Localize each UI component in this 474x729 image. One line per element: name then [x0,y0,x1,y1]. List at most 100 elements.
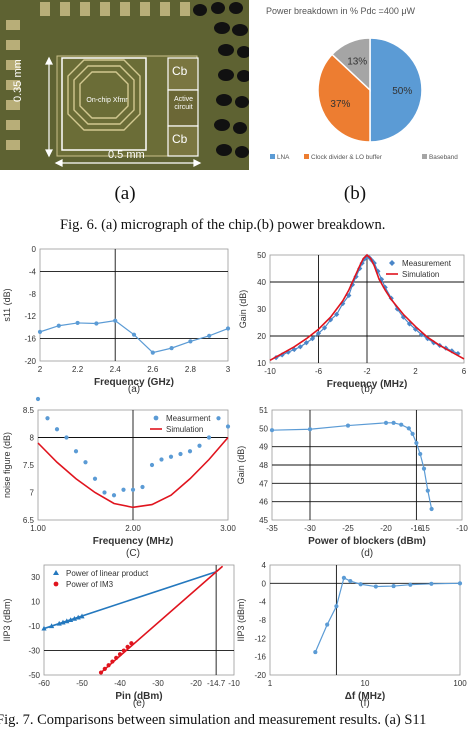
point-f-0-7 [391,583,396,589]
point-c-0-5 [83,460,88,465]
xtick-e-0: -60 [38,679,50,688]
ytick-a-1: -4 [29,267,37,276]
point-e-0-1 [49,623,55,629]
xtick-f-2: 100 [453,679,467,688]
point-b-0-10 [334,311,340,317]
legend-key-e-0 [53,570,59,575]
legend-key-e-1 [53,581,59,587]
ytick-b-1: 40 [257,278,266,287]
xtick-d-0: -35 [266,524,278,533]
series-line-f-0 [314,576,461,653]
ytick-b-0: 50 [257,251,266,260]
point-c-0-8 [111,493,117,498]
xtick-b-1: -6 [315,367,323,376]
point-e-0-6 [71,615,77,621]
legend-label-b-1: Simulation [402,270,439,279]
ytick-f-0: 4 [262,561,267,570]
point-c-0-20 [225,424,231,429]
ytick-f-3: -8 [259,616,267,625]
xtick-e-2: -40 [114,679,126,688]
point-b-0-7 [315,330,322,336]
xtick-f-0: 1 [268,679,273,688]
ytick-d-3: 48 [259,461,268,470]
ytick-a-3: -12 [24,312,36,321]
point-a-0-0 [37,329,43,334]
xtick-d-4: -16 [411,524,423,533]
ytick-f-1: 0 [262,579,267,588]
pie-chart: 50% 37% 13% LNA Clock divider & LO buffer Ba… [270,37,458,161]
point-b-0-23 [378,276,385,282]
xtick-e-6: -10 [228,679,240,688]
xtick-e-3: -30 [152,679,164,688]
point-e-1-3 [110,659,115,664]
legend-label-e-1: Power of IM3 [66,580,114,589]
chart-b: -10 -6 -2 2 6 50 40 30 20 10 Frequency (MHz) Gain (… [238,251,467,395]
point-d-0-4 [391,420,396,425]
legend-label-c-0: Measurment [166,414,211,423]
panel-letter-a: (a) [114,183,136,204]
point-a-0-1 [56,323,61,328]
point-e-1-7 [125,644,130,649]
ytick-c-2: 7.5 [23,461,35,470]
xtick-e-5: -14.7 [207,679,226,688]
point-b-0-14 [353,274,359,280]
figure6-caption: Fig. 6. (a) micrograph of the chip.(b) p… [60,217,386,233]
ytick-d-4: 47 [259,479,268,488]
series-line-b-1 [269,253,465,361]
point-c-0-7 [102,490,107,495]
point-a-0-6 [150,350,155,355]
pie-slice-1 [317,53,371,143]
xtick-a-2: 2.4 [110,365,122,374]
point-d-0-8 [414,440,419,446]
ytick-e-0: 30 [31,573,40,582]
point-c-0-2 [54,427,60,432]
series-line-d-0 [271,422,433,510]
ytick-c-1: 7 [30,489,35,498]
point-e-0-3 [60,619,66,625]
fit-line-e-1 [100,565,224,674]
xtick-f-1: 10 [361,679,370,688]
point-e-1-2 [106,663,111,668]
ytick-e-1: 10 [31,598,40,607]
legend-label-b-0: Measurement [402,259,452,268]
point-c-0-9 [121,487,126,492]
ytick-d-2: 49 [259,443,268,452]
ytick-e-2: -10 [28,622,40,631]
point-c-0-12 [149,462,155,468]
xtick-d-5: -15 [418,524,430,533]
ytick-b-4: 10 [257,359,266,368]
point-f-0-2 [334,604,339,609]
pie-slice-label-1: 37% [330,99,350,110]
point-b-0-5 [303,340,309,346]
point-d-0-10 [421,466,427,471]
ytick-a-2: -8 [29,290,37,299]
ytick-b-3: 20 [257,332,266,341]
point-c-0-1 [45,416,50,421]
plot-frame-f [269,564,461,676]
ytick-f-5: -16 [254,653,266,662]
series-c-0 [35,396,231,498]
ytick-d-5: 46 [259,498,268,507]
series-e-1 [98,565,224,675]
ylabel-f: IIP3 (dBm) [236,598,246,641]
panel-label-c: (C) [126,548,140,559]
point-c-0-14 [168,454,174,459]
cb-bottom-label: Cb [172,132,188,146]
panel-label-a: (a) [128,384,140,395]
series-f-0 [313,575,463,655]
ytick-d-1: 50 [259,424,268,433]
legend-swatch-2 [422,154,427,159]
point-f-0-5 [358,582,363,587]
xlabel-b: Frequency (MHz) [327,379,408,390]
point-e-0-2 [56,620,62,626]
point-a-0-3 [94,321,99,326]
xtick-b-4: 6 [462,367,467,376]
point-f-0-8 [408,582,413,587]
point-f-0-9 [429,581,434,586]
series-b-1 [269,253,465,361]
active-circuit-label: Active circuit [173,96,194,111]
panel-label-e: (e) [133,698,145,709]
point-d-0-7 [410,431,415,436]
ytick-f-4: -12 [254,634,266,643]
point-c-0-0 [35,396,41,402]
